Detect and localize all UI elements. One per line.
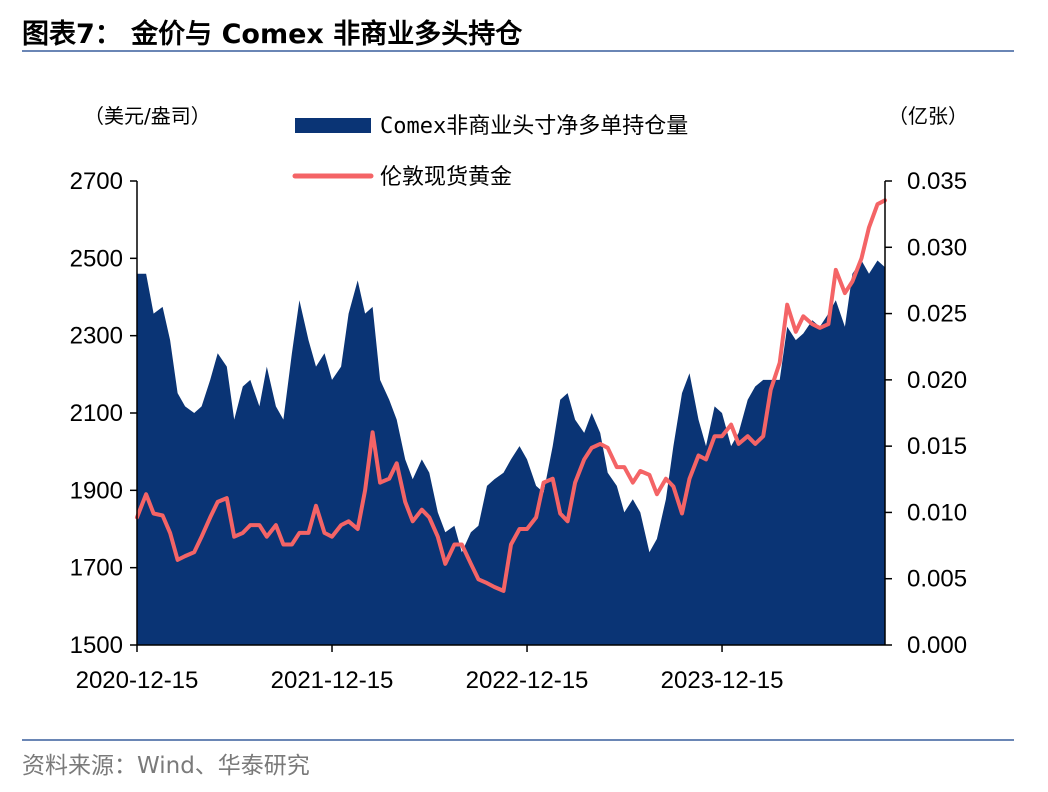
left-tick-label: 1700 <box>70 555 123 582</box>
right-tick-label: 0.005 <box>907 566 967 593</box>
x-tick-label: 2022-12-15 <box>466 667 589 694</box>
page-title: 图表7： 金价与 Comex 非商业多头持仓 <box>22 19 523 50</box>
chart: 1500 1700 1900 2100 2300 2500 2700 0.000 0.005 0.… <box>70 104 968 694</box>
right-axis-unit: （亿张） <box>888 104 968 128</box>
x-tick-label: 2020-12-15 <box>76 667 199 694</box>
left-tick-label: 2500 <box>70 245 123 272</box>
right-tick-label: 0.035 <box>907 168 967 195</box>
legend-area-swatch <box>295 118 371 133</box>
right-tick-label: 0.030 <box>907 234 967 261</box>
legend-line-label: 伦敦现货黄金 <box>380 165 512 190</box>
net-long-area <box>137 260 885 645</box>
source-note: 资料来源：Wind、华泰研究 <box>22 753 310 779</box>
right-tick-label: 0.010 <box>907 499 967 526</box>
gold-price-line <box>135 198 887 593</box>
left-tick-label: 2100 <box>70 400 123 427</box>
axis-lines-layer <box>130 180 892 652</box>
right-tick-label: 0.015 <box>907 433 967 460</box>
left-axis-unit: （美元/盎司） <box>84 104 211 128</box>
right-tick-label: 0.020 <box>907 367 967 394</box>
footer-divider <box>22 739 1014 741</box>
tick-labels-layer: 1500 1700 1900 2100 2300 2500 2700 0.000 0.005 0.… <box>70 104 968 694</box>
net-long-area-layer <box>137 260 885 645</box>
left-tick-label: 1900 <box>70 477 123 504</box>
x-tick-label: 2023-12-15 <box>661 667 784 694</box>
title-divider <box>22 50 1014 52</box>
left-tick-label: 1500 <box>70 632 123 659</box>
right-tick-label: 0.025 <box>907 301 967 328</box>
legend-area-label: Comex非商业头寸净多单持仓量 <box>380 114 688 139</box>
right-tick-label: 0.000 <box>907 632 967 659</box>
x-tick-label: 2021-12-15 <box>271 667 394 694</box>
gold-price-line-layer <box>135 198 887 593</box>
left-tick-label: 2300 <box>70 323 123 350</box>
left-tick-label: 2700 <box>70 168 123 195</box>
